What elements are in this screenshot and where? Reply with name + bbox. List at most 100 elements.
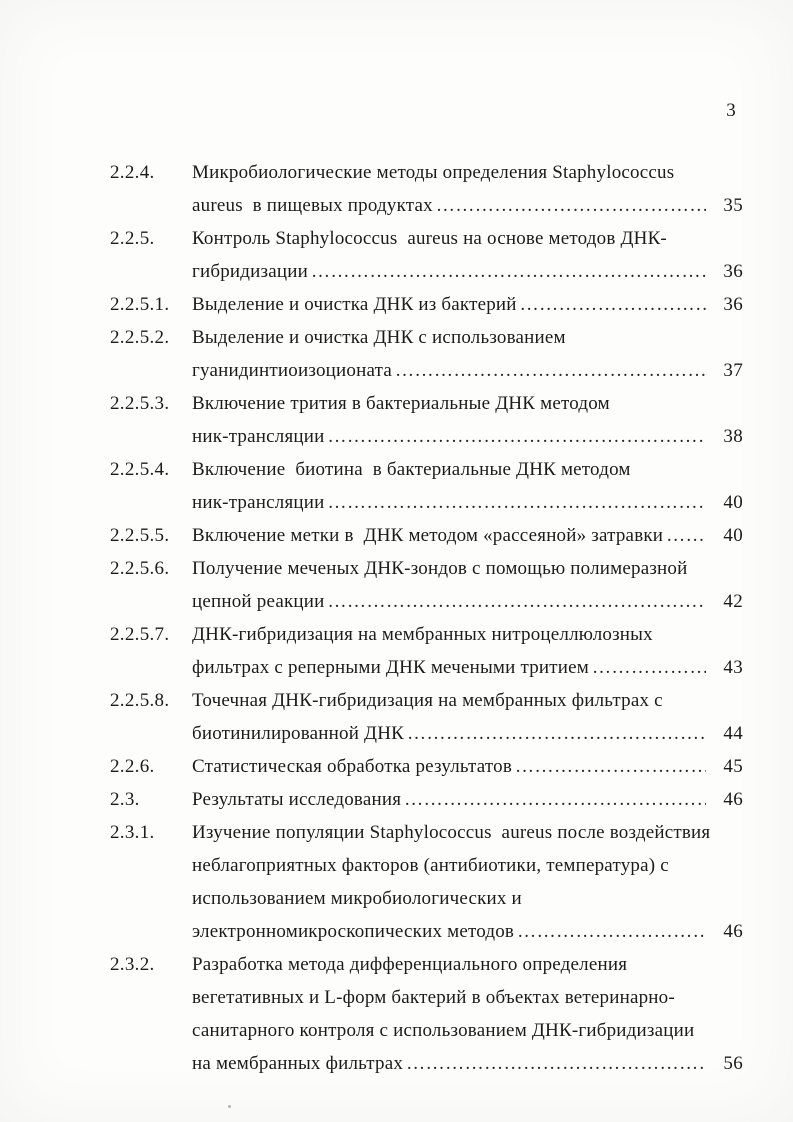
dot-leader: …………………………………………………………………………………………………………… (407, 723, 706, 744)
toc-page-ref: 40 (723, 492, 743, 513)
toc-page-ref: 42 (723, 591, 743, 612)
dot-leader: …………………………………………………………………………………………………………… (519, 294, 706, 315)
toc-entry: 2.2.5.7. ДНК-гибридизация на мембранных н… (110, 618, 743, 684)
dot-leader: …………………………………………………………………………………………………………… (435, 195, 706, 216)
toc-entry-line-text: aureus в пищевых продуктах (192, 195, 433, 216)
toc-entry-line-text: Выделение и очистка ДНК из бактерий (192, 294, 517, 315)
toc-entry-text: Точечная ДНК-гибридизация на мембранных … (192, 684, 743, 750)
toc-entry-last-line: биотинилированной ДНК…………………………………………………… (192, 717, 743, 750)
toc-entry-line: Включение биотина в бактериальные ДНК ме… (192, 459, 631, 480)
toc-entry-last-line: Выделение и очистка ДНК из бактерий……………… (192, 288, 743, 321)
toc-entry: 2.2.5. Контроль Staphylococcus aureus на … (110, 222, 743, 288)
toc-entry-number: 2.3. (110, 789, 140, 810)
toc-entry: 2.2.5.3. Включение трития в бактериальные… (110, 387, 743, 453)
toc-entry-line-text: Результаты исследования (192, 789, 402, 810)
toc-entry-line-text: Включение метки в ДНК методом «рассеяной… (192, 525, 664, 546)
toc-entry-text: Включение биотина в бактериальные ДНК ме… (192, 453, 743, 519)
toc-entry-last-line: ник-трансляции……………………………………………………………………… (192, 486, 743, 519)
dot-leader: …………………………………………………………………………………………………………… (327, 426, 707, 447)
toc-entry-line-text: на мембранных фильтрах (192, 1053, 404, 1074)
toc-entry-last-line: Результаты исследования……………………………………………… (192, 783, 743, 816)
toc-entry-line-text: ник-трансляции (192, 426, 325, 447)
toc-entry-number: 2.2.5.7. (110, 624, 170, 645)
toc-entry: 2.2.5.5. Включение метки в ДНК методом «р… (110, 519, 743, 552)
toc-entry-line: Включение трития в бактериальные ДНК мет… (192, 393, 610, 414)
dot-leader: …………………………………………………………………………………………………………… (666, 525, 706, 546)
toc-entry-number: 2.2.5.5. (110, 525, 170, 546)
toc-entry-number: 2.2.5.4. (110, 459, 170, 480)
toc-entry: 2.2.5.2. Выделение и очистка ДНК с исполь… (110, 321, 743, 387)
toc-entry-line: Разработка метода дифференциального опре… (192, 954, 628, 975)
toc-page-ref: 36 (723, 294, 743, 315)
toc-entry-line: неблагоприятных факторов (антибиотики, т… (192, 855, 669, 876)
toc-entry: 2.3. Результаты исследования…………………………………… (110, 783, 743, 816)
toc-entry-text: Изучение популяции Staphylococcus aureus… (192, 816, 743, 948)
toc-entry-line: санитарного контроля с использованием ДН… (192, 1020, 695, 1041)
toc-entry-line: использованием микробиологических и (192, 888, 522, 909)
toc-entry-line-text: Статистическая обработка результатов (192, 756, 513, 777)
toc-entry-number: 2.3.2. (110, 954, 155, 975)
toc-entry-line: ДНК-гибридизация на мембранных нитроцелл… (192, 624, 653, 645)
toc-entry-text: Включение трития в бактериальные ДНК мет… (192, 387, 743, 453)
toc-entry-number: 2.2.5.6. (110, 558, 170, 579)
toc-page-ref: 36 (723, 261, 743, 282)
toc-entry-line: Выделение и очистка ДНК с использованием (192, 327, 566, 348)
toc-entry-last-line: ник-трансляции……………………………………………………………………… (192, 420, 743, 453)
toc-entry-line-text: гибридизации (192, 261, 308, 282)
toc-entry-last-line: электронномикроскопических методов………………… (192, 915, 743, 948)
toc-entry: 2.2.5.4. Включение биотина в бактериальны… (110, 453, 743, 519)
scan-artifact-dot (228, 1105, 231, 1108)
toc-page-ref: 46 (723, 921, 743, 942)
toc-entry-number: 2.2.4. (110, 162, 155, 183)
toc-entry-number: 2.2.6. (110, 756, 155, 777)
toc-entry-line-text: ник-трансляции (192, 492, 325, 513)
toc-entry-last-line: гуанидинтиоизоционата…………………………………………………… (192, 354, 743, 387)
dot-leader: …………………………………………………………………………………………………………… (404, 789, 706, 810)
toc-entry: 2.3.1. Изучение популяции Staphylococcus … (110, 816, 743, 948)
toc-entry-last-line: цепной реакции……………………………………………………………………… (192, 585, 743, 618)
toc-entry: 2.2.5.8. Точечная ДНК-гибридизация на мем… (110, 684, 743, 750)
toc-entry-text: Статистическая обработка результатов…………… (192, 750, 743, 783)
toc-entry: 2.2.6. Статистическая обработка результат… (110, 750, 743, 783)
toc-page-ref: 43 (723, 657, 743, 678)
dot-leader: …………………………………………………………………………………………………………… (327, 591, 707, 612)
toc-entry-line: Точечная ДНК-гибридизация на мембранных … (192, 690, 663, 711)
toc-entry-line: вегетативных и L-форм бактерий в объекта… (192, 987, 675, 1008)
toc-entry-line-text: цепной реакции (192, 591, 325, 612)
toc-entry-line-text: электронномикроскопических методов (192, 921, 515, 942)
toc-entry-last-line: aureus в пищевых продуктах……………………………………… (192, 189, 743, 222)
toc-entry-number: 2.2.5.2. (110, 327, 170, 348)
toc-page-ref: 56 (723, 1053, 743, 1074)
dot-leader: …………………………………………………………………………………………………………… (592, 657, 706, 678)
toc-page-ref: 45 (723, 756, 743, 777)
toc-entry-number: 2.2.5.1. (110, 294, 170, 315)
toc-page-ref: 46 (723, 789, 743, 810)
dot-leader: …………………………………………………………………………………………………………… (406, 1053, 706, 1074)
toc-page-ref: 40 (723, 525, 743, 546)
page-number: 3 (726, 100, 736, 121)
dot-leader: …………………………………………………………………………………………………………… (517, 921, 706, 942)
toc-page-ref: 44 (723, 723, 743, 744)
dot-leader: …………………………………………………………………………………………………………… (394, 360, 706, 381)
toc-entry-line-text: фильтрах с реперными ДНК мечеными тритие… (192, 657, 589, 678)
toc-entry-text: Получение меченых ДНК-зондов с помощью п… (192, 552, 743, 618)
toc-entry-number: 2.2.5.8. (110, 690, 170, 711)
toc-entry-text: Контроль Staphylococcus aureus на основе… (192, 222, 743, 288)
toc-entry-last-line: на мембранных фильтрах………………………………………………… (192, 1047, 743, 1080)
toc-entry-last-line: Включение метки в ДНК методом «рассеяной… (192, 519, 743, 552)
toc-entry: 2.2.5.6. Получение меченых ДНК-зондов с п… (110, 552, 743, 618)
toc-entry-text: ДНК-гибридизация на мембранных нитроцелл… (192, 618, 743, 684)
toc-entry-line: Контроль Staphylococcus aureus на основе… (192, 228, 667, 249)
toc-entry: 2.2.5.1. Выделение и очистка ДНК из бакте… (110, 288, 743, 321)
toc-entry-text: Разработка метода дифференциального опре… (192, 948, 743, 1080)
table-of-contents: 2.2.4. Микробиологические методы определе… (110, 156, 743, 1080)
dot-leader: …………………………………………………………………………………………………………… (327, 492, 707, 513)
toc-entry-number: 2.2.5. (110, 228, 155, 249)
toc-entry-text: Выделение и очистка ДНК из бактерий……………… (192, 288, 743, 321)
toc-page-ref: 35 (723, 195, 743, 216)
dot-leader: …………………………………………………………………………………………………………… (310, 261, 706, 282)
toc-entry-text: Включение метки в ДНК методом «рассеяной… (192, 519, 743, 552)
toc-entry-line: Микробиологические методы определения St… (192, 162, 675, 183)
toc-entry-line: Изучение популяции Staphylococcus aureus… (192, 822, 711, 843)
